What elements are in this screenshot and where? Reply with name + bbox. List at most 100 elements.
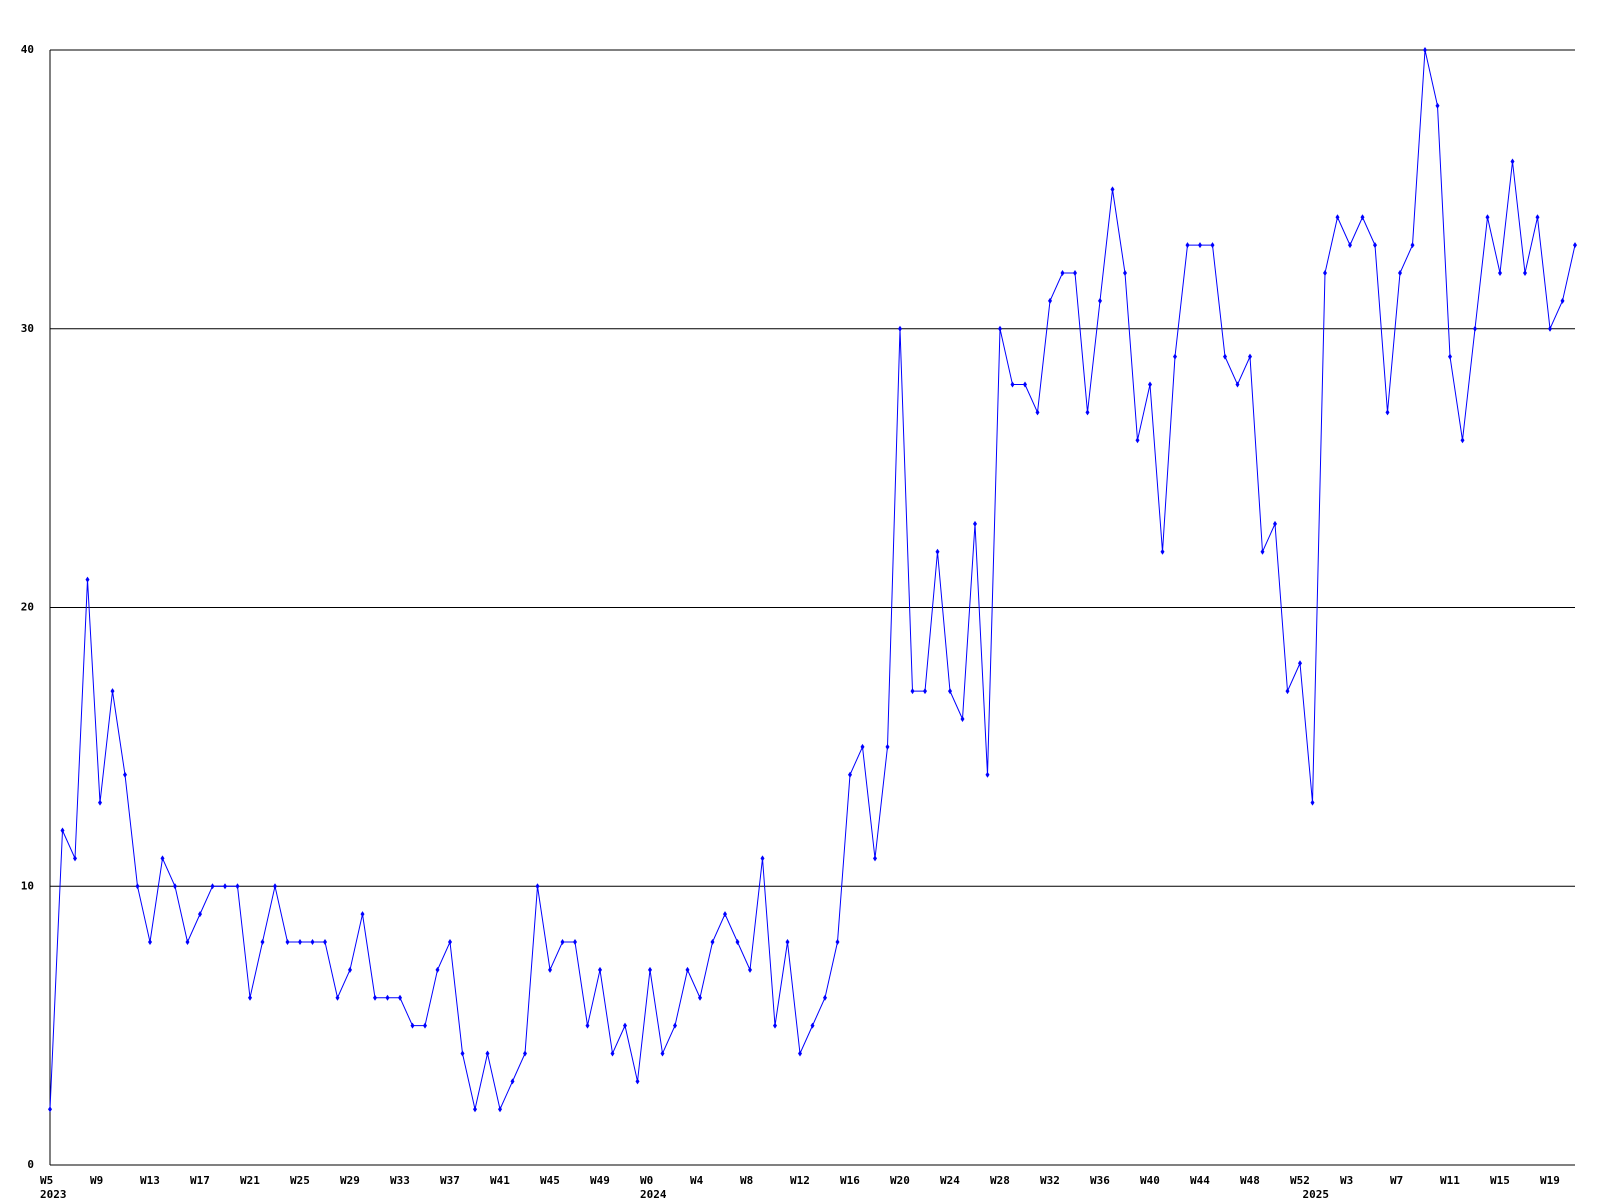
data-point: [1548, 325, 1552, 332]
data-point: [498, 1106, 502, 1113]
x-tick-label: W37: [440, 1174, 460, 1187]
data-point: [1560, 297, 1565, 304]
x-tick-label: W40: [1140, 1174, 1160, 1187]
data-point: [148, 939, 152, 945]
data-point: [735, 939, 740, 945]
data-point: [73, 855, 77, 862]
data-point: [998, 325, 1002, 332]
data-point: [1073, 270, 1077, 276]
data-point: [235, 883, 240, 890]
x-tick-label: W52: [1290, 1174, 1310, 1187]
data-point: [1223, 353, 1227, 360]
data-point: [673, 1022, 677, 1029]
x-tick-label: W32: [1040, 1174, 1060, 1187]
x-tick-label: W41: [490, 1174, 510, 1187]
x-tick-label: W45: [540, 1174, 560, 1187]
data-point: [835, 939, 840, 945]
data-point: [1173, 353, 1177, 360]
data-point: [748, 966, 752, 973]
data-point: [960, 716, 965, 722]
data-point: [1048, 297, 1052, 304]
data-point: [685, 966, 690, 973]
y-tick-label: 10: [21, 879, 34, 892]
x-tick-label: W16: [840, 1174, 860, 1187]
data-point: [1385, 409, 1390, 416]
x-year-label: 2025: [1303, 1188, 1330, 1200]
data-point: [348, 966, 352, 973]
data-point: [135, 883, 140, 890]
data-point: [1410, 242, 1415, 249]
data-point: [723, 911, 727, 918]
y-tick-label: 30: [21, 322, 34, 335]
data-point: [1098, 297, 1102, 304]
data-point: [210, 883, 215, 890]
data-point: [1260, 548, 1265, 555]
data-point: [848, 771, 852, 778]
data-point: [1373, 242, 1377, 249]
x-tick-label: W12: [790, 1174, 810, 1187]
x-tick-label: W17: [190, 1174, 210, 1187]
data-point: [1573, 242, 1577, 249]
data-point: [1085, 409, 1090, 416]
data-point: [473, 1106, 477, 1113]
data-point: [1485, 214, 1490, 221]
x-tick-label: W4: [690, 1174, 704, 1187]
data-point: [310, 939, 315, 945]
data-point: [385, 994, 390, 1001]
data-point: [435, 966, 440, 973]
data-point: [1435, 102, 1440, 109]
x-tick-label: W28: [990, 1174, 1010, 1187]
data-point: [1360, 214, 1365, 221]
data-point: [1110, 186, 1115, 193]
y-tick-label: 20: [21, 601, 34, 614]
data-point: [548, 966, 552, 973]
data-point: [873, 855, 877, 862]
data-point: [935, 548, 940, 555]
data-point: [1460, 437, 1465, 444]
data-point: [785, 939, 790, 945]
data-point: [923, 688, 927, 695]
data-point: [48, 1106, 52, 1113]
data-point: [773, 1022, 777, 1029]
data-point: [985, 771, 990, 778]
data-point: [85, 576, 90, 583]
data-point: [1235, 381, 1240, 388]
x-tick-label: W7: [1390, 1174, 1403, 1187]
data-point: [973, 520, 977, 527]
x-tick-label: W36: [1090, 1174, 1110, 1187]
y-tick-label: 40: [21, 43, 34, 56]
x-tick-label: W19: [1540, 1174, 1560, 1187]
data-point: [760, 855, 765, 862]
data-point: [635, 1078, 640, 1085]
data-point: [173, 883, 177, 890]
data-point: [1498, 270, 1502, 276]
data-point: [448, 939, 452, 945]
x-year-label: 2023: [40, 1188, 67, 1200]
x-tick-label: W44: [1190, 1174, 1210, 1187]
data-point: [1298, 660, 1302, 667]
x-tick-label: W20: [890, 1174, 910, 1187]
data-point: [1160, 548, 1165, 555]
data-point: [1448, 353, 1452, 360]
x-tick-label: W0: [640, 1174, 653, 1187]
data-point: [273, 883, 277, 890]
x-tick-label: W49: [590, 1174, 610, 1187]
data-point: [1123, 270, 1127, 276]
data-point: [460, 1050, 465, 1057]
data-point: [1035, 409, 1040, 416]
data-point: [648, 966, 652, 973]
data-point: [810, 1022, 815, 1029]
data-point: [423, 1022, 427, 1029]
x-tick-label: W3: [1340, 1174, 1353, 1187]
data-point: [248, 994, 252, 1001]
x-tick-label: W9: [90, 1174, 103, 1187]
data-point: [298, 939, 302, 945]
series-line: [49, 49, 1576, 1111]
data-point: [485, 1050, 490, 1057]
x-tick-label: W24: [940, 1174, 960, 1187]
data-point: [335, 994, 340, 1001]
data-point: [1323, 270, 1327, 276]
data-point: [1135, 437, 1140, 444]
data-point: [1348, 242, 1352, 249]
